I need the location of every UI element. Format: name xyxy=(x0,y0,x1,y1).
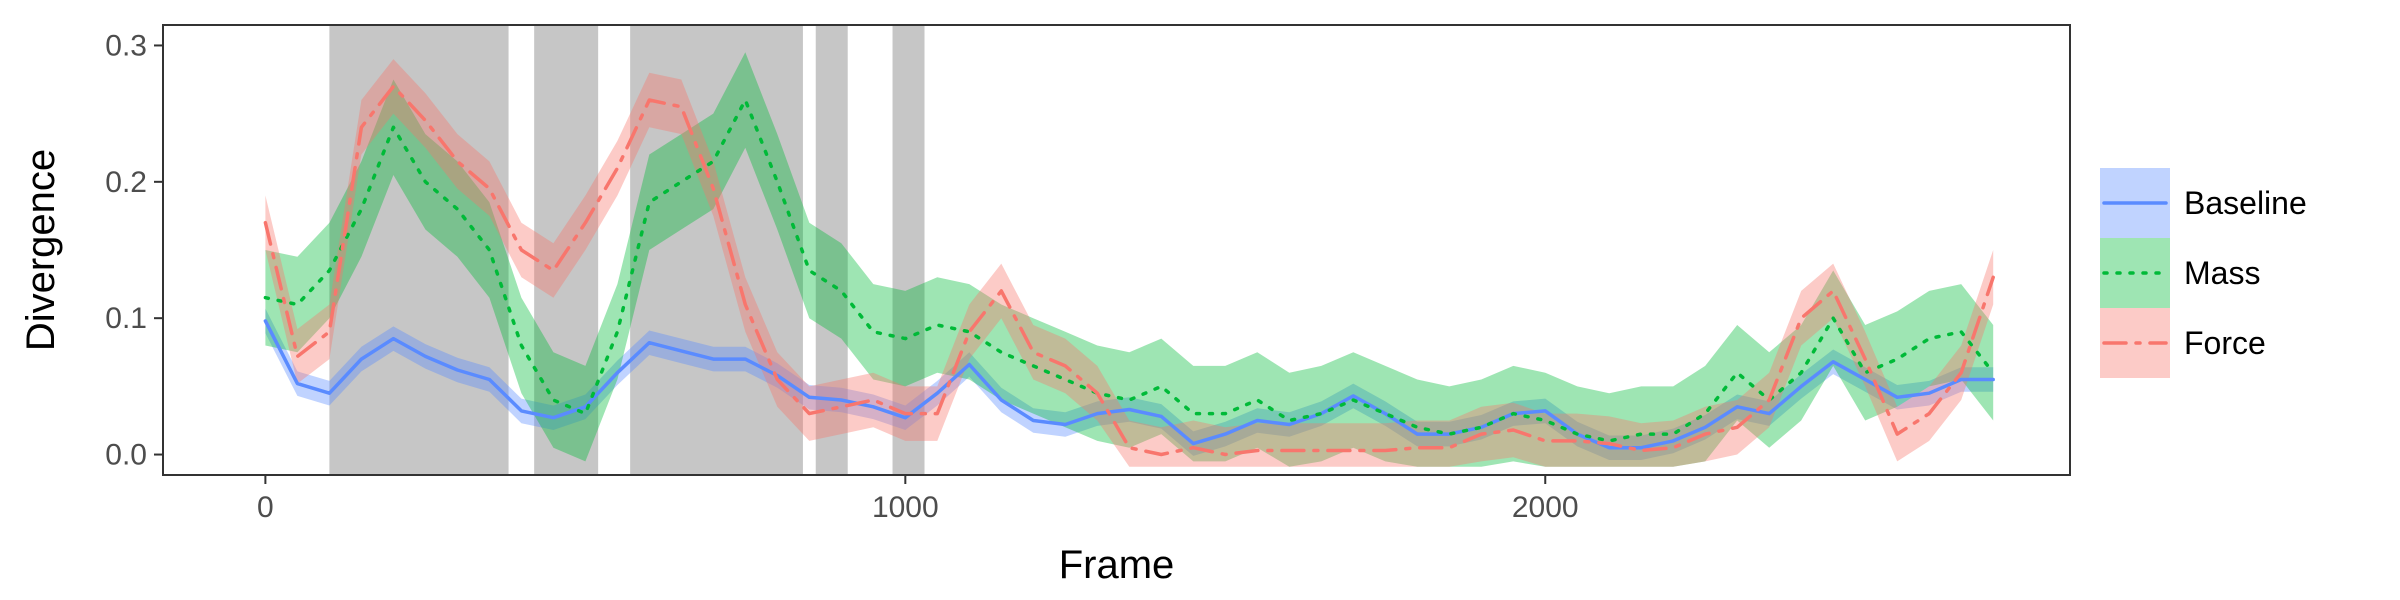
mass-confidence-band xyxy=(265,52,1994,467)
legend-item-baseline: Baseline xyxy=(2100,168,2307,238)
shaded-region-5 xyxy=(892,26,925,474)
mass-series-line xyxy=(263,98,1995,443)
x-tick-label: 1000 xyxy=(872,491,939,524)
legend-item-mass: Mass xyxy=(2100,238,2260,308)
force-series-line xyxy=(263,84,1995,457)
shaded-region-1 xyxy=(329,26,509,474)
x-tick-label: 0 xyxy=(257,491,274,524)
y-tick-label: 0.0 xyxy=(105,439,147,472)
legend-label-mass: Mass xyxy=(2184,255,2260,291)
x-axis: 0 1000 2000 xyxy=(257,475,1579,524)
legend-label-force: Force xyxy=(2184,325,2266,361)
legend-item-force: Force xyxy=(2100,308,2266,378)
plot-panel-border xyxy=(162,24,2071,476)
legend-label-baseline: Baseline xyxy=(2184,185,2307,221)
legend: Baseline Mass Force xyxy=(2100,168,2307,378)
x-axis-title: Frame xyxy=(1059,543,1175,587)
baseline-series-line xyxy=(263,319,1995,450)
y-axis: 0.0 0.1 0.2 0.3 xyxy=(105,29,163,472)
series-lines xyxy=(263,84,1995,457)
confidence-bands xyxy=(265,52,1994,467)
x-tick-label: 2000 xyxy=(1512,491,1579,524)
y-tick-label: 0.2 xyxy=(105,166,147,199)
force-confidence-band xyxy=(265,59,1994,467)
y-tick-label: 0.1 xyxy=(105,302,147,335)
y-axis-title: Divergence xyxy=(19,149,63,351)
y-tick-label: 0.3 xyxy=(105,29,147,62)
